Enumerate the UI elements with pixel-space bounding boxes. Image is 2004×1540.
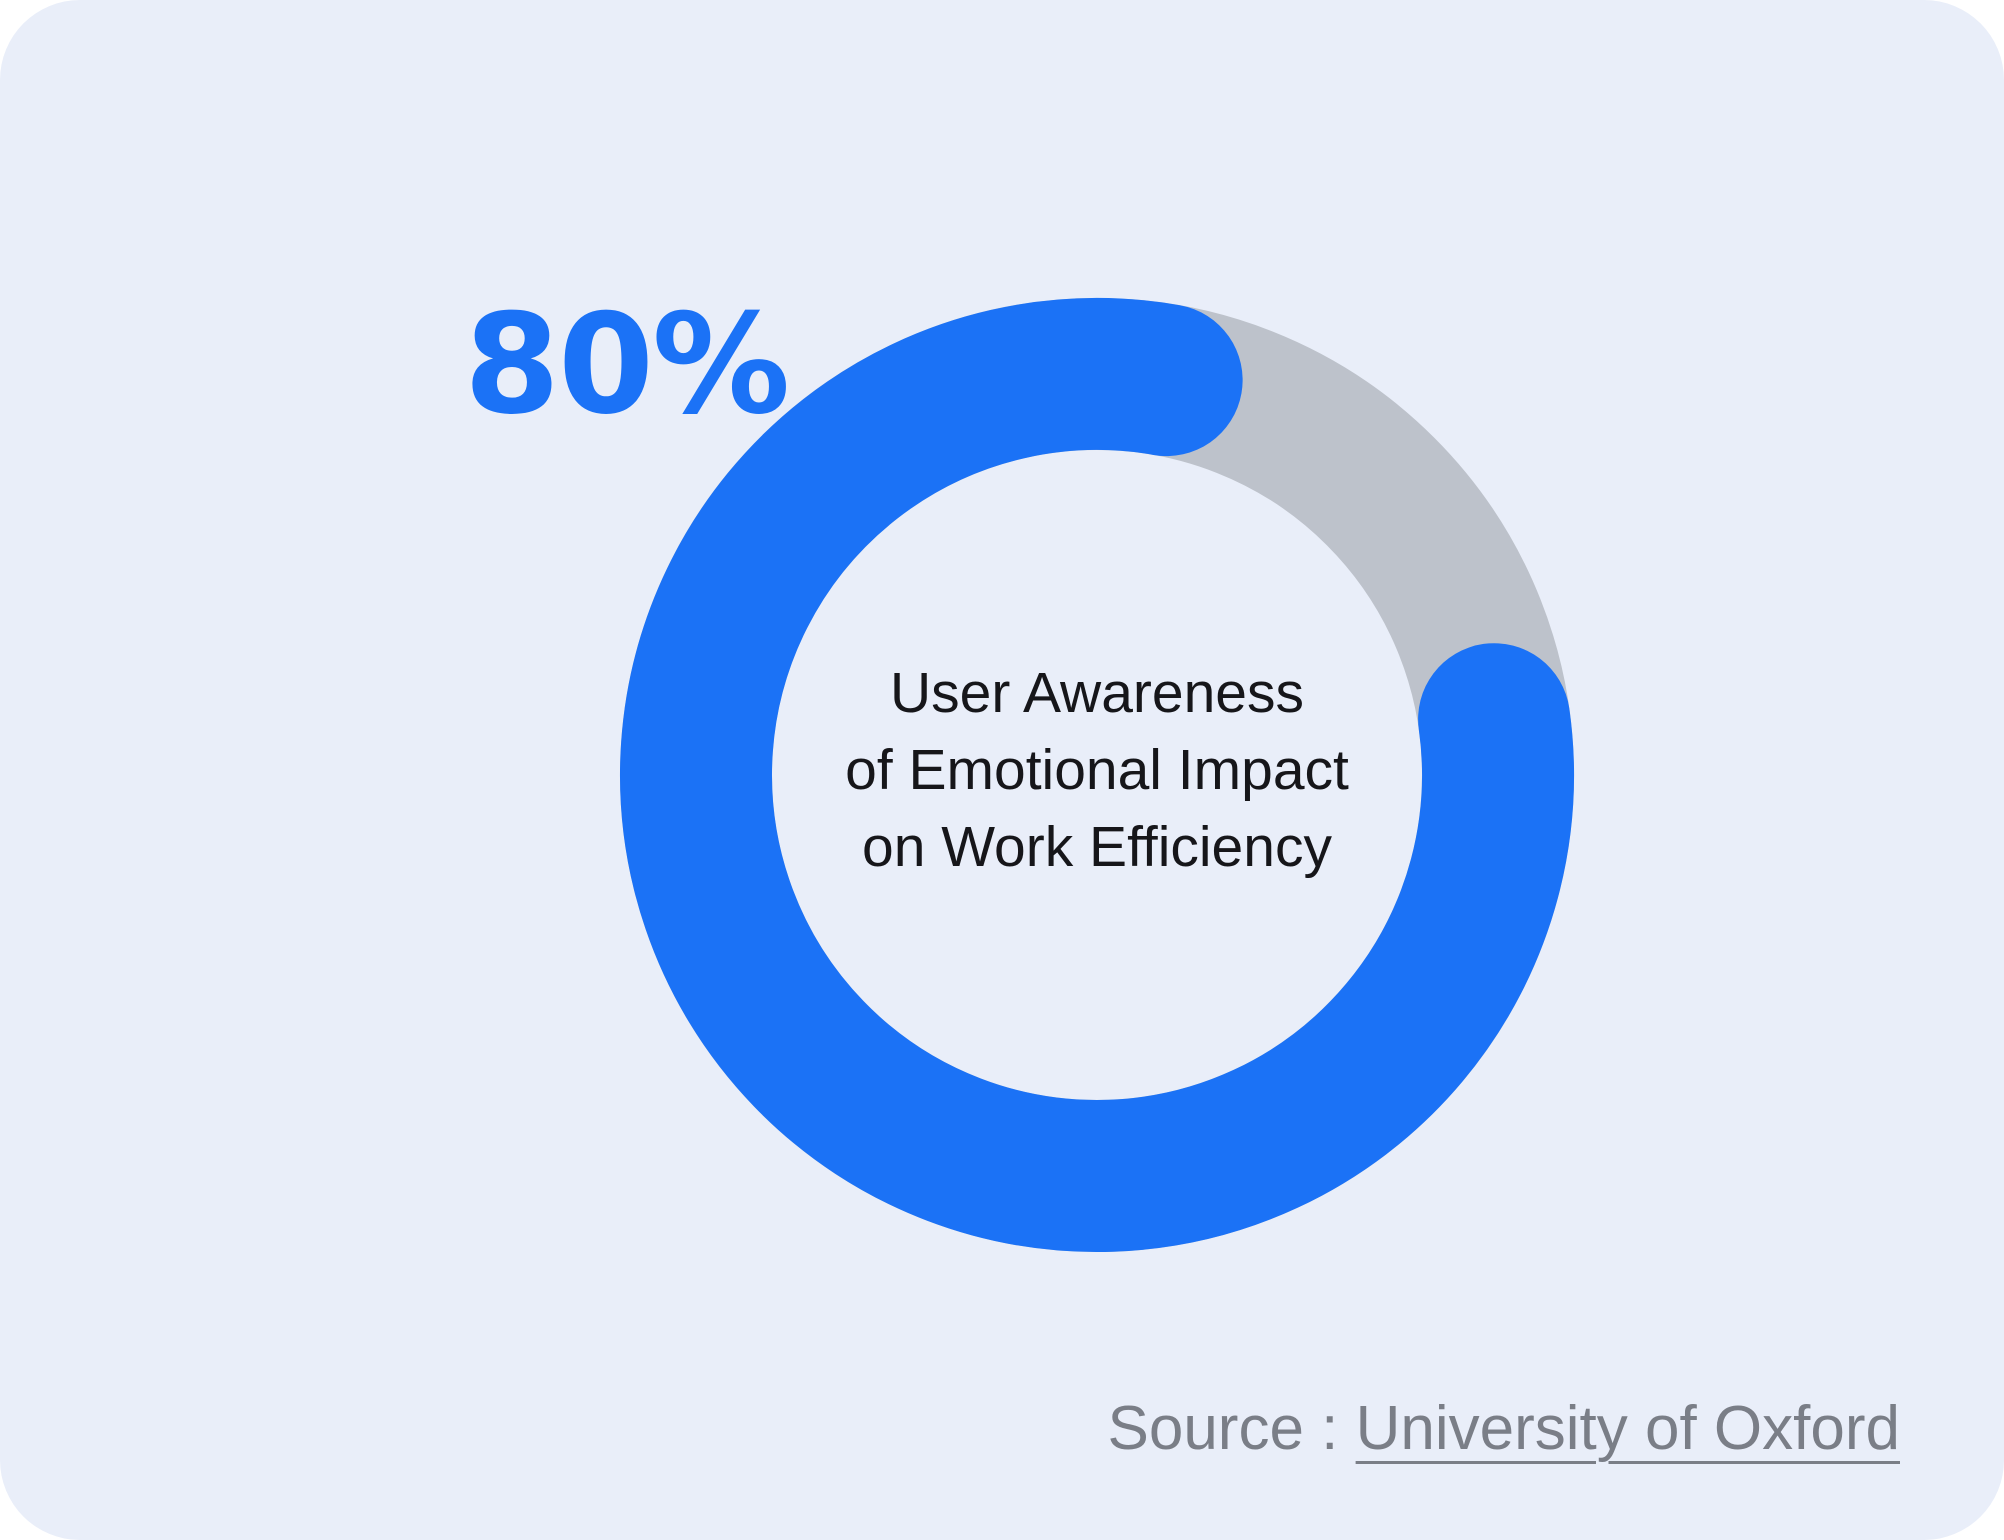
source-link[interactable]: University of Oxford <box>1355 1394 1900 1463</box>
source-prefix: Source : <box>1107 1394 1356 1463</box>
center-label-line-1: User Awareness <box>890 661 1304 725</box>
percentage-value: 80% <box>464 284 790 445</box>
center-label-line-3: on Work Efficiency <box>862 815 1332 879</box>
donut-value-segment <box>620 298 1574 1252</box>
chart-center-label: User Awareness of Emotional Impact on Wo… <box>765 655 1429 886</box>
source-attribution: Source : University of Oxford <box>1107 1398 1900 1460</box>
center-label-line-2: of Emotional Impact <box>845 738 1349 802</box>
